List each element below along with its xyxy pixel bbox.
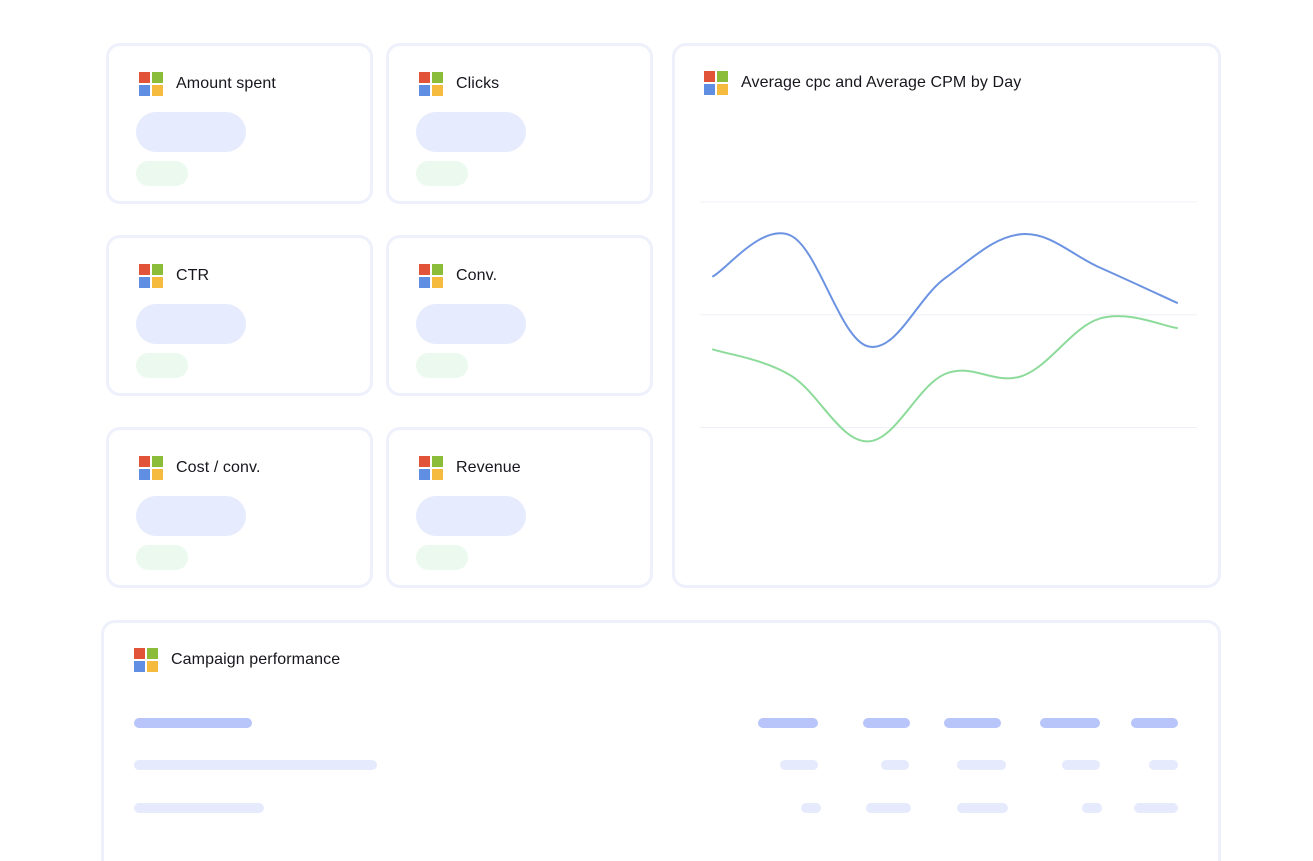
chart-card-title: Average cpc and Average CPM by Day [741, 74, 1022, 91]
microsoft-ads-icon [419, 456, 443, 480]
kpi-change-placeholder [136, 545, 188, 570]
header-placeholder [1040, 718, 1100, 728]
microsoft-ads-icon [704, 71, 728, 95]
kpi-card: Conv. [386, 235, 653, 396]
kpi-card-header: Clicks [419, 72, 499, 96]
kpi-value-placeholder [416, 112, 526, 152]
microsoft-ads-icon [419, 264, 443, 288]
cell-placeholder [957, 760, 1006, 770]
kpi-title: Conv. [456, 267, 498, 284]
line-chart [700, 201, 1197, 443]
kpi-title: CTR [176, 267, 210, 284]
cell-placeholder [866, 803, 911, 813]
kpi-change-placeholder [416, 353, 468, 378]
cell-placeholder-campaign [134, 760, 377, 770]
microsoft-ads-icon [419, 72, 443, 96]
kpi-change-placeholder [136, 353, 188, 378]
kpi-value-placeholder [136, 496, 246, 536]
header-placeholder [863, 718, 910, 728]
cell-placeholder [957, 803, 1008, 813]
campaign-card-title: Campaign performance [171, 651, 341, 668]
kpi-card-header: Amount spent [139, 72, 276, 96]
header-placeholder-campaign [134, 718, 252, 728]
microsoft-ads-icon [139, 264, 163, 288]
kpi-card-header: Cost / conv. [139, 456, 261, 480]
cell-placeholder [1062, 760, 1100, 770]
kpi-card: Revenue [386, 427, 653, 588]
kpi-card: Clicks [386, 43, 653, 204]
kpi-change-placeholder [136, 161, 188, 186]
microsoft-ads-icon [134, 648, 158, 672]
series-line-2 [712, 315, 1178, 443]
header-placeholder [1131, 718, 1178, 728]
kpi-title: Cost / conv. [176, 459, 261, 476]
campaign-performance-card: Campaign performance [101, 620, 1221, 861]
kpi-value-placeholder [416, 496, 526, 536]
kpi-title: Clicks [456, 75, 500, 92]
kpi-change-placeholder [416, 545, 468, 570]
microsoft-ads-icon [139, 456, 163, 480]
cell-placeholder [881, 760, 909, 770]
kpi-change-placeholder [416, 161, 468, 186]
microsoft-ads-icon [139, 72, 163, 96]
kpi-card: Cost / conv. [106, 427, 373, 588]
kpi-value-placeholder [416, 304, 526, 344]
cell-placeholder [1149, 760, 1178, 770]
chart-card-header: Average cpc and Average CPM by Day [704, 71, 1021, 95]
series-line-1 [712, 232, 1178, 348]
kpi-value-placeholder [136, 112, 246, 152]
kpi-card-header: Revenue [419, 456, 521, 480]
kpi-title: Amount spent [176, 75, 276, 92]
kpi-value-placeholder [136, 304, 246, 344]
kpi-title: Revenue [456, 459, 521, 476]
header-placeholder [758, 718, 818, 728]
campaign-card-header: Campaign performance [134, 648, 340, 672]
kpi-card: Amount spent [106, 43, 373, 204]
cell-placeholder [1082, 803, 1102, 813]
kpi-card-header: CTR [139, 264, 209, 288]
chart-card: Average cpc and Average CPM by Day [672, 43, 1221, 588]
cell-placeholder [1134, 803, 1178, 813]
cell-placeholder-campaign [134, 803, 264, 813]
kpi-card: CTR [106, 235, 373, 396]
cell-placeholder [780, 760, 818, 770]
cell-placeholder [801, 803, 821, 813]
kpi-card-header: Conv. [419, 264, 497, 288]
header-placeholder [944, 718, 1001, 728]
